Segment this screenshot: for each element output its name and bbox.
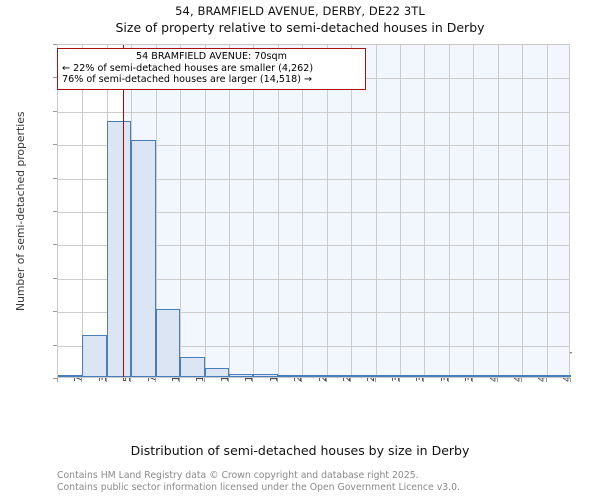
gridline-vertical (546, 45, 548, 377)
bar (448, 375, 474, 377)
footer-attribution: Contains HM Land Registry data © Crown c… (57, 470, 460, 493)
x-tick-mark (252, 378, 254, 382)
gridline-vertical (375, 45, 377, 377)
annotation-line-1: 54 BRAMFIELD AVENUE: 70sqm (136, 51, 287, 62)
gridline-horizontal (58, 278, 569, 280)
bar (204, 367, 229, 377)
gridline-horizontal (58, 111, 569, 113)
gridline-vertical (424, 45, 426, 377)
gridline-vertical (326, 45, 328, 377)
bar (400, 375, 425, 377)
x-tick-mark (130, 378, 132, 382)
y-tick-mark (53, 44, 57, 45)
x-tick-mark (496, 378, 498, 382)
gridline-vertical (204, 45, 206, 377)
x-tick-mark (447, 378, 449, 382)
y-tick-mark (53, 378, 57, 379)
gridline-vertical (473, 45, 475, 377)
x-tick-mark (179, 378, 181, 382)
x-tick-mark (276, 378, 278, 382)
y-tick-mark (53, 144, 57, 146)
chart-title: 54, BRAMFIELD AVENUE, DERBY, DE22 3TL (175, 4, 425, 18)
x-tick-mark (57, 378, 58, 382)
y-tick-mark (53, 77, 57, 79)
x-tick-mark (570, 378, 571, 382)
bar (522, 375, 547, 377)
gridline-horizontal (58, 345, 569, 347)
x-tick-mark (154, 378, 156, 382)
chart-subtitle: Size of property relative to semi-detach… (115, 20, 485, 35)
bar (180, 356, 205, 377)
y-tick-mark (53, 110, 57, 112)
bar (58, 375, 83, 377)
bar (375, 375, 400, 377)
bar (277, 375, 303, 377)
x-tick-mark (228, 378, 229, 382)
gridline-horizontal (58, 312, 569, 314)
bar (546, 375, 571, 377)
annotation-line-2: ← 22% of semi-detached houses are smalle… (62, 62, 314, 74)
gridline-vertical (155, 45, 157, 377)
annotation-box: 54 BRAMFIELD AVENUE: 70sqm ← 22% of semi… (57, 48, 366, 90)
bar (326, 375, 352, 377)
x-tick-mark (325, 378, 327, 382)
plot-area (57, 44, 571, 378)
y-tick-mark (53, 177, 57, 179)
larger-region-shading (122, 45, 569, 377)
bar (131, 139, 156, 377)
y-tick-mark (53, 277, 57, 279)
footer-line-2: Contains public sector information licen… (57, 481, 460, 493)
x-tick-mark (105, 378, 107, 382)
y-tick-mark (53, 244, 57, 246)
gridline-vertical (277, 45, 279, 377)
x-tick-mark (350, 378, 352, 382)
gridline-horizontal (58, 145, 569, 147)
property-size-marker-line (122, 45, 125, 377)
bar (106, 120, 132, 377)
y-tick-mark (53, 311, 57, 313)
bar (351, 375, 376, 377)
x-tick-mark (399, 378, 400, 382)
x-axis-label: Distribution of semi-detached houses by … (130, 443, 470, 458)
bar (473, 375, 498, 377)
bar (253, 374, 278, 377)
gridline-vertical (400, 45, 401, 377)
x-tick-mark (81, 378, 83, 382)
x-tick-mark (423, 378, 425, 382)
bar (155, 309, 181, 377)
gridline-vertical (229, 45, 230, 377)
x-tick-mark (521, 378, 523, 382)
gridline-vertical (522, 45, 524, 377)
x-tick-mark (472, 378, 474, 382)
bar (82, 335, 107, 377)
gridline-vertical (497, 45, 499, 377)
gridline-vertical (448, 45, 450, 377)
x-tick-mark (374, 378, 376, 382)
gridline-horizontal (58, 245, 569, 247)
gridline-vertical (253, 45, 255, 377)
bar (229, 373, 254, 377)
x-tick-mark (203, 378, 205, 382)
y-tick-mark (53, 344, 57, 346)
y-axis-label: Number of semi-detached properties (14, 111, 27, 311)
gridline-horizontal (58, 212, 569, 213)
gridline-vertical (180, 45, 182, 377)
bar (424, 375, 449, 377)
footer-line-1: Contains HM Land Registry data © Crown c… (57, 470, 419, 481)
x-tick-mark (545, 378, 547, 382)
bar (497, 375, 523, 377)
gridline-vertical (351, 45, 353, 377)
y-tick-mark (53, 211, 57, 212)
annotation-line-3: 76% of semi-detached houses are larger (… (62, 74, 313, 86)
gridline-vertical (302, 45, 304, 377)
bar (302, 375, 327, 377)
gridline-horizontal (58, 178, 569, 180)
gridline-vertical (82, 45, 84, 377)
x-tick-mark (301, 378, 303, 382)
